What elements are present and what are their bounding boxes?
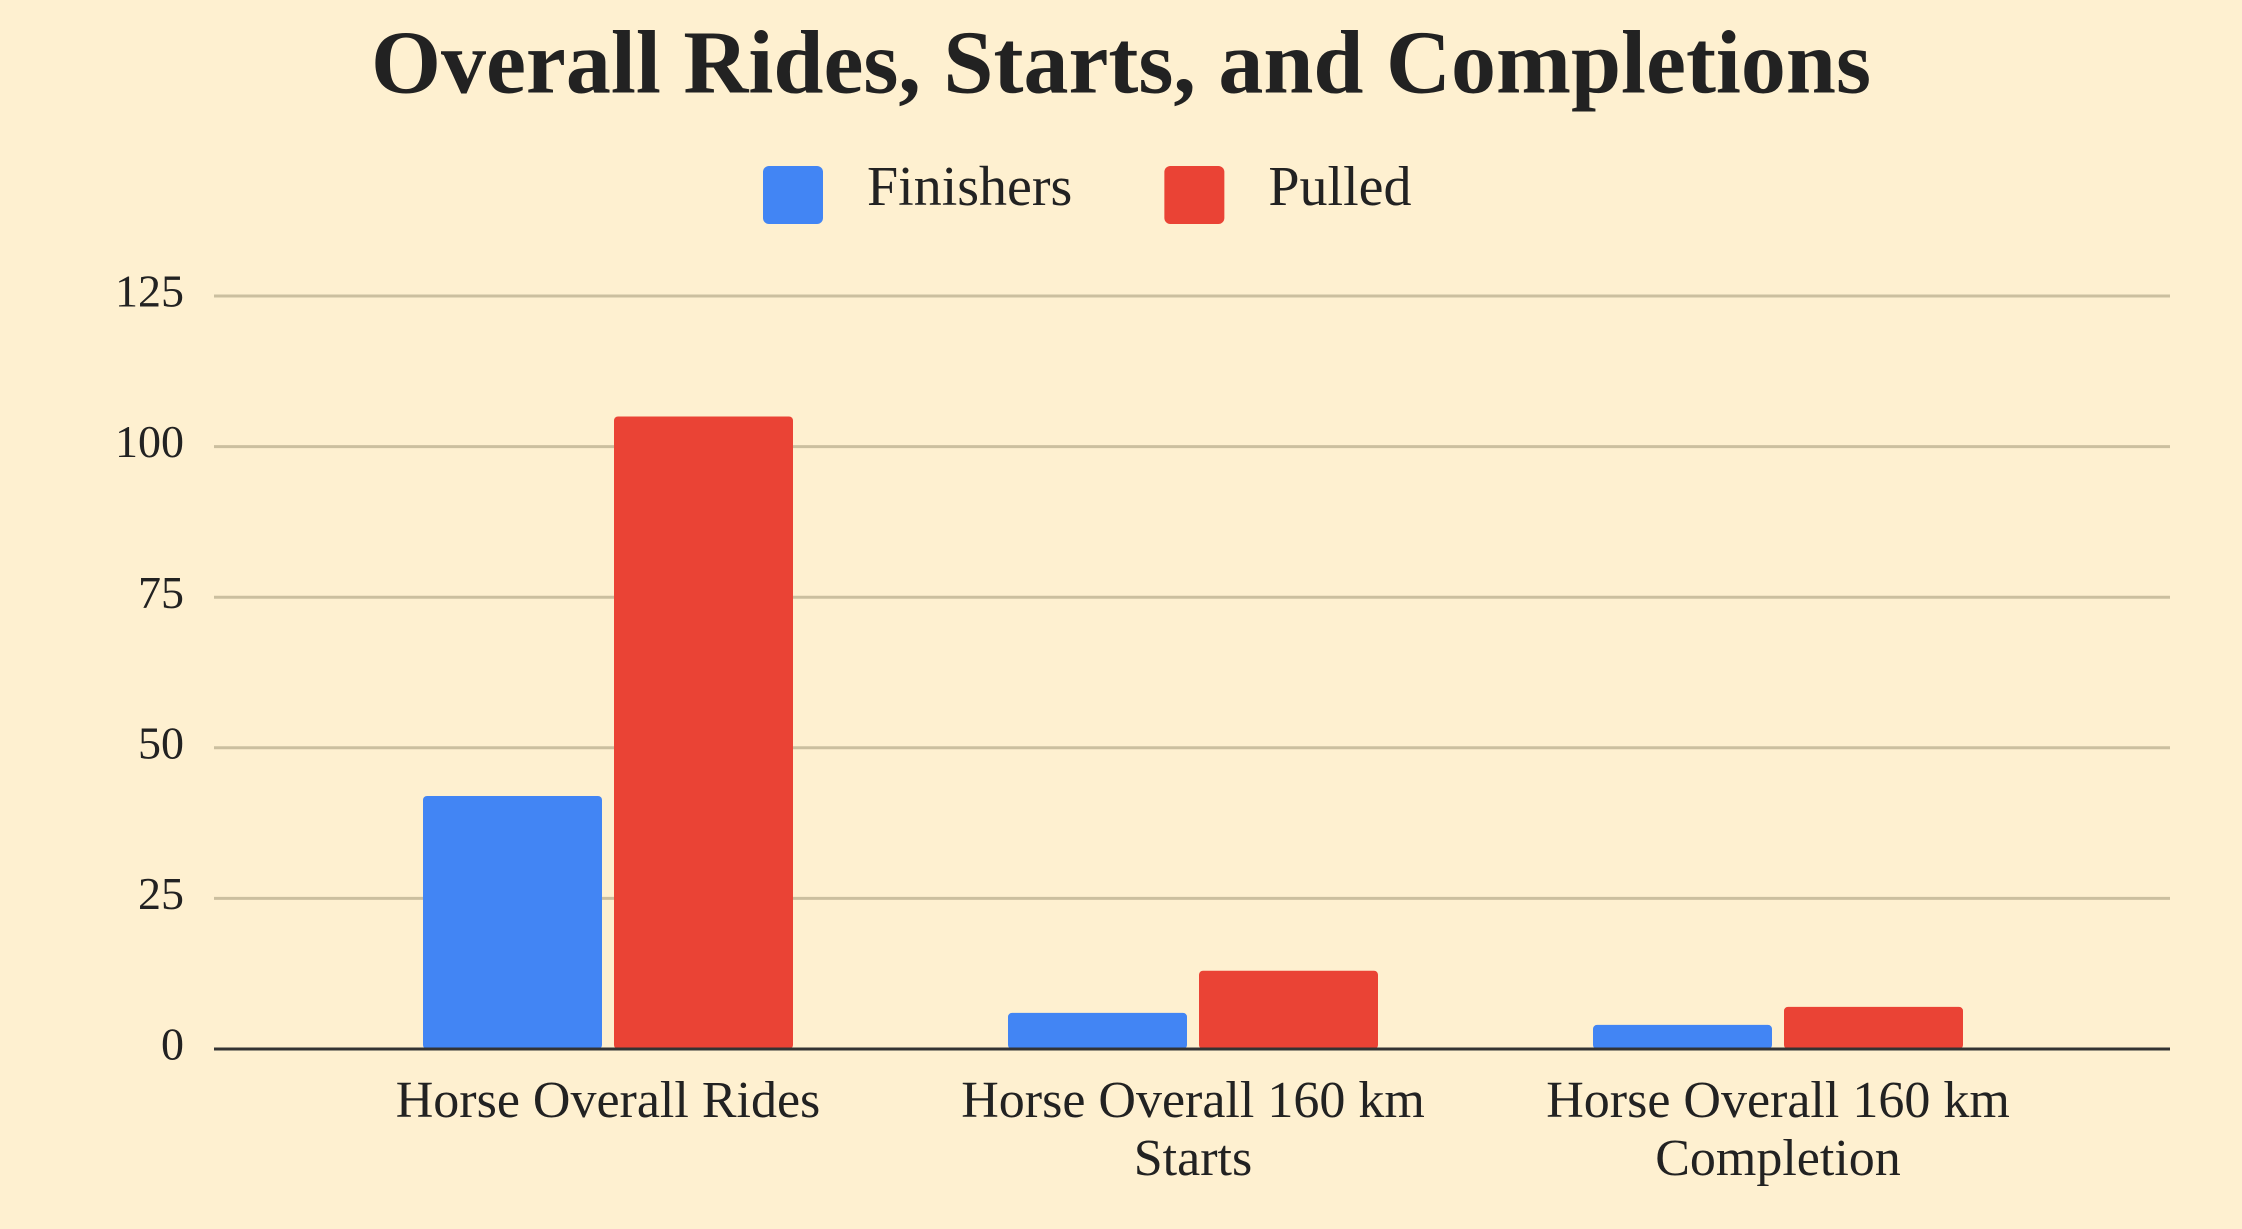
legend-label: Finishers — [867, 156, 1072, 218]
legend-label: Pulled — [1268, 156, 1411, 218]
y-tick-label: 100 — [115, 416, 184, 467]
legend-swatch — [1164, 166, 1225, 224]
bar — [1199, 970, 1378, 1049]
bar — [1784, 1006, 1963, 1049]
bar — [423, 795, 602, 1049]
chart-title: Overall Rides, Starts, and Completions — [371, 14, 1871, 113]
y-tick-label: 125 — [115, 266, 184, 317]
y-tick-label: 25 — [138, 868, 184, 919]
x-tick-label: Horse Overall Rides — [395, 1072, 821, 1129]
y-tick-label: 0 — [161, 1019, 184, 1070]
bar — [614, 416, 793, 1050]
bar — [1008, 1012, 1187, 1049]
x-tick-label: Horse Overall 160 km Starts — [961, 1072, 1425, 1187]
y-tick-label: 75 — [138, 567, 184, 618]
x-tick-label: Horse Overall 160 km Completion — [1546, 1072, 2010, 1187]
legend-swatch — [763, 166, 823, 224]
y-tick-label: 50 — [138, 717, 184, 768]
bar — [1593, 1024, 1772, 1049]
